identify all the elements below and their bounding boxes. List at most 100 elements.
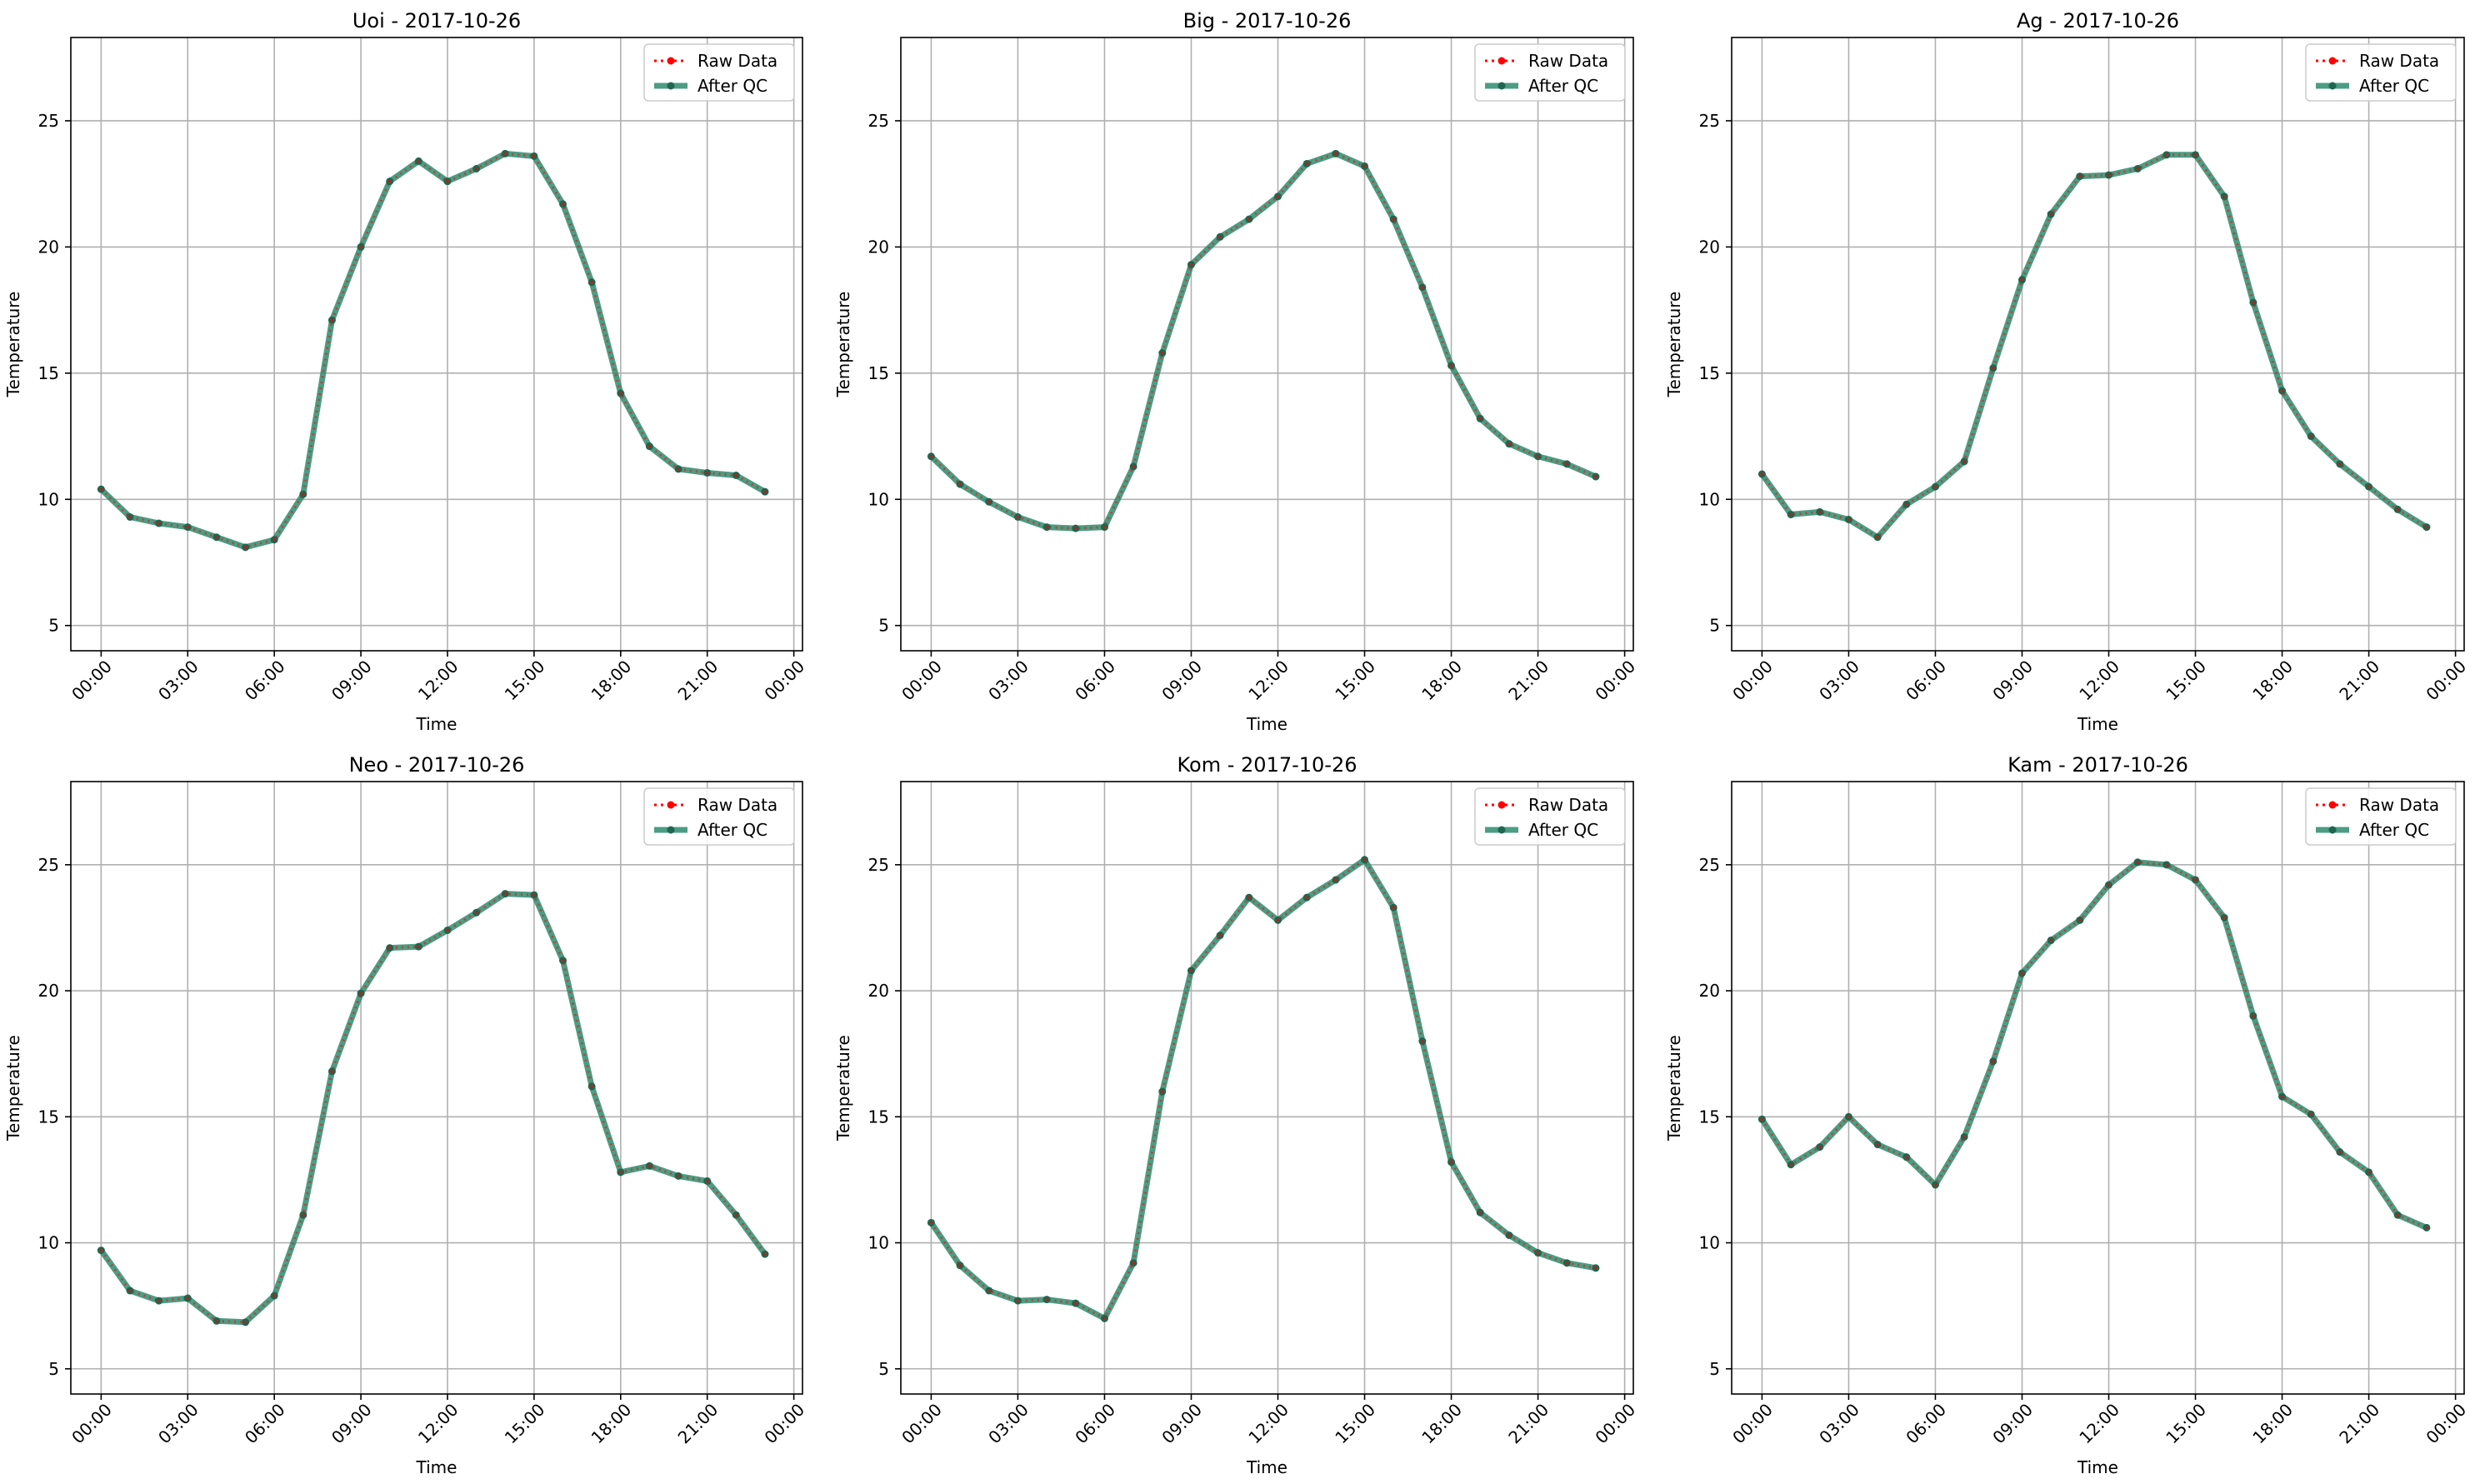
x-tick-label: 12:00: [1244, 657, 1292, 705]
data-point-raw-data: [2424, 525, 2429, 529]
legend-marker-after-qc: [2328, 82, 2337, 90]
y-axis-label: Temperature: [3, 1035, 23, 1142]
legend-marker-raw-data: [2328, 801, 2337, 809]
chart-panel-4: 5 10 15 20 25 00:00 03:00 06:00 09:00 12:00 15:00 1…: [3, 753, 808, 1477]
data-point-raw-data: [2280, 1094, 2284, 1099]
y-tick-label: 10: [1699, 489, 1720, 509]
data-point-raw-data: [474, 911, 478, 915]
data-point-raw-data: [705, 471, 709, 475]
x-tick-label: 00:00: [68, 1400, 116, 1448]
data-point-raw-data: [532, 154, 537, 158]
x-tick-label: 15:00: [501, 1400, 549, 1448]
data-point-raw-data: [358, 245, 363, 249]
data-point-raw-data: [1933, 1182, 1938, 1187]
y-tick-label: 5: [878, 616, 889, 636]
data-point-raw-data: [2020, 277, 2024, 282]
data-point-raw-data: [1247, 217, 1252, 222]
x-tick-label: 06:00: [1902, 1400, 1950, 1448]
x-tick-label: 21:00: [674, 657, 722, 705]
data-point-raw-data: [1160, 1089, 1165, 1094]
chart-title: Ag - 2017-10-26: [2017, 9, 2179, 32]
data-point-raw-data: [1449, 1160, 1453, 1164]
data-point-raw-data: [157, 521, 161, 526]
data-point-raw-data: [929, 454, 933, 458]
x-tick-label: 12:00: [414, 1400, 462, 1448]
data-point-raw-data: [1507, 442, 1512, 446]
data-point-raw-data: [358, 991, 363, 996]
series-line-raw-data: [930, 857, 1597, 1321]
legend-marker-raw-data: [1498, 801, 1506, 809]
series-line-raw-data: [1761, 153, 2428, 539]
x-tick-label: 03:00: [1815, 657, 1863, 705]
x-tick-label: 06:00: [241, 657, 289, 705]
x-tick-label: 03:00: [154, 1400, 202, 1448]
x-axis-label: Time: [416, 1457, 458, 1477]
y-tick-label: 15: [38, 1107, 59, 1127]
x-tick-label: 03:00: [984, 657, 1032, 705]
x-tick-label: 21:00: [2335, 657, 2383, 705]
x-tick-label: 21:00: [674, 1400, 722, 1448]
data-point-raw-data: [272, 537, 277, 542]
y-tick-label: 10: [1699, 1233, 1720, 1253]
x-tick-label: 09:00: [328, 1400, 376, 1448]
x-tick-label: 09:00: [1988, 1400, 2037, 1448]
legend-label-after-qc: After QC: [698, 820, 768, 840]
data-point-raw-data: [2309, 1112, 2313, 1117]
chart-title: Neo - 2017-10-26: [349, 753, 525, 777]
legend-label-after-qc: After QC: [2359, 820, 2429, 840]
data-point-raw-data: [445, 928, 450, 932]
data-point-raw-data: [1131, 464, 1136, 469]
legend-marker-raw-data: [2328, 57, 2337, 65]
y-axis-label: Temperature: [3, 292, 23, 398]
data-point-raw-data: [987, 1288, 991, 1293]
data-point-raw-data: [2107, 882, 2111, 887]
chart-panel-2: 5 10 15 20 25 00:00 03:00 06:00 09:00 12:00 15:00 1…: [833, 9, 1639, 734]
x-tick-label: 12:00: [2075, 1400, 2123, 1448]
data-point-raw-data: [1073, 526, 1078, 531]
data-point-raw-data: [2396, 1213, 2400, 1217]
x-tick-label: 18:00: [1418, 657, 1466, 705]
legend-marker-after-qc: [1498, 826, 1506, 834]
data-point-raw-data: [648, 1164, 652, 1168]
data-point-raw-data: [618, 1170, 622, 1175]
data-point-raw-data: [618, 391, 622, 396]
data-point-raw-data: [2251, 1014, 2256, 1018]
data-point-raw-data: [1362, 164, 1367, 168]
data-point-raw-data: [648, 444, 652, 448]
x-axis-label: Time: [1246, 714, 1288, 734]
data-point-raw-data: [301, 1213, 306, 1217]
legend-label-after-qc: After QC: [698, 76, 768, 96]
chart-title: Big - 2017-10-26: [1183, 9, 1352, 32]
series-line-after-qc: [98, 891, 768, 1326]
x-axis-label: Time: [1246, 1457, 1288, 1477]
data-point-raw-data: [1218, 235, 1222, 239]
data-point-raw-data: [157, 1298, 161, 1303]
x-tick-label: 15:00: [501, 657, 549, 705]
y-tick-label: 20: [38, 237, 59, 257]
y-tick-label: 5: [48, 616, 59, 636]
data-point-raw-data: [958, 1263, 962, 1267]
x-tick-label: 03:00: [1815, 1400, 1863, 1448]
legend-label-raw-data: Raw Data: [1528, 795, 1608, 815]
data-point-raw-data: [1304, 162, 1309, 166]
x-tick-label: 18:00: [2248, 657, 2297, 705]
data-point-raw-data: [1392, 906, 1396, 910]
y-tick-label: 15: [1699, 1107, 1720, 1127]
x-tick-label: 18:00: [588, 1400, 636, 1448]
chart-title: Uoi - 2017-10-26: [352, 9, 521, 32]
data-point-raw-data: [1818, 510, 1822, 514]
x-tick-label: 18:00: [2248, 1400, 2297, 1448]
data-point-raw-data: [2424, 1226, 2429, 1230]
x-tick-label: 00:00: [760, 657, 808, 705]
data-point-raw-data: [1760, 472, 1764, 477]
x-tick-label: 00:00: [1591, 1400, 1639, 1448]
data-point-raw-data: [2078, 918, 2082, 922]
data-point-raw-data: [1991, 366, 1996, 370]
axes-frame: [1731, 781, 2465, 1395]
data-point-raw-data: [272, 1293, 277, 1298]
data-point-raw-data: [214, 1319, 219, 1323]
data-point-raw-data: [330, 318, 334, 322]
data-point-raw-data: [1449, 363, 1453, 367]
legend-label-raw-data: Raw Data: [698, 51, 778, 71]
